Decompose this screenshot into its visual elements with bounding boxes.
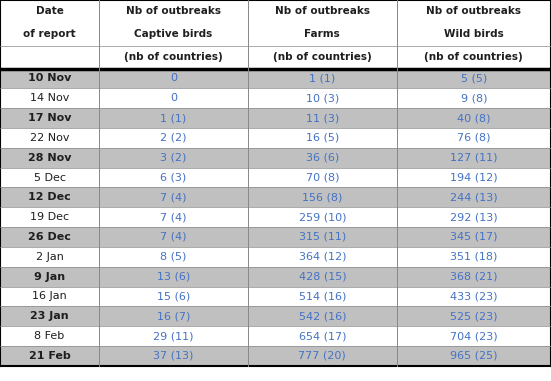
Text: 7 (4): 7 (4) [160, 192, 187, 202]
Text: 7 (4): 7 (4) [160, 232, 187, 242]
Text: 525 (23): 525 (23) [450, 311, 498, 321]
Text: 40 (8): 40 (8) [457, 113, 490, 123]
Text: 777 (20): 777 (20) [299, 351, 346, 361]
Text: 76 (8): 76 (8) [457, 133, 490, 143]
Bar [0, 287, 551, 306]
Text: 11 (3): 11 (3) [306, 113, 339, 123]
Text: 16 Jan: 16 Jan [32, 291, 67, 301]
Text: 428 (15): 428 (15) [299, 272, 346, 282]
Text: 37 (13): 37 (13) [153, 351, 194, 361]
Bar [0, 267, 551, 287]
Text: 433 (23): 433 (23) [450, 291, 498, 301]
Bar [0, 88, 551, 108]
Text: (nb of countries): (nb of countries) [424, 52, 523, 62]
Text: 654 (17): 654 (17) [299, 331, 346, 341]
Text: 704 (23): 704 (23) [450, 331, 498, 341]
Bar [0, 306, 551, 326]
Text: 21 Feb: 21 Feb [29, 351, 71, 361]
Text: 965 (25): 965 (25) [450, 351, 498, 361]
Text: 0: 0 [170, 93, 177, 103]
Text: 194 (12): 194 (12) [450, 173, 498, 182]
Text: 244 (13): 244 (13) [450, 192, 498, 202]
Text: Farms: Farms [305, 29, 340, 39]
Text: 16 (7): 16 (7) [157, 311, 190, 321]
Text: 16 (5): 16 (5) [306, 133, 339, 143]
Text: 368 (21): 368 (21) [450, 272, 498, 282]
Text: 542 (16): 542 (16) [299, 311, 346, 321]
Text: 3 (2): 3 (2) [160, 153, 187, 163]
Text: 12 Dec: 12 Dec [28, 192, 71, 202]
Text: 5 Dec: 5 Dec [34, 173, 66, 182]
Text: 17 Nov: 17 Nov [28, 113, 71, 123]
Text: 514 (16): 514 (16) [299, 291, 346, 301]
Bar [0, 168, 551, 187]
Text: 36 (6): 36 (6) [306, 153, 339, 163]
Text: 9 (8): 9 (8) [461, 93, 487, 103]
Text: 28 Nov: 28 Nov [28, 153, 71, 163]
Text: 23 Jan: 23 Jan [30, 311, 69, 321]
Text: 5 (5): 5 (5) [461, 74, 487, 83]
Bar [0, 207, 551, 227]
Text: 1 (1): 1 (1) [160, 113, 187, 123]
Text: Nb of outbreaks: Nb of outbreaks [126, 6, 221, 16]
Text: Nb of outbreaks: Nb of outbreaks [426, 6, 521, 16]
Text: 259 (10): 259 (10) [299, 212, 346, 222]
Text: Nb of outbreaks: Nb of outbreaks [275, 6, 370, 16]
Text: 345 (17): 345 (17) [450, 232, 498, 242]
Text: 127 (11): 127 (11) [450, 153, 498, 163]
Bar [0, 108, 551, 128]
Text: 156 (8): 156 (8) [302, 192, 343, 202]
Text: 10 (3): 10 (3) [306, 93, 339, 103]
Text: 8 Feb: 8 Feb [35, 331, 64, 341]
Text: 315 (11): 315 (11) [299, 232, 346, 242]
Text: 14 Nov: 14 Nov [30, 93, 69, 103]
Bar [0, 247, 551, 267]
Text: 6 (3): 6 (3) [160, 173, 187, 182]
Bar [0, 0, 551, 69]
Text: 19 Dec: 19 Dec [30, 212, 69, 222]
Text: 2 (2): 2 (2) [160, 133, 187, 143]
Bar [0, 346, 551, 366]
Text: 351 (18): 351 (18) [450, 252, 498, 262]
Text: 15 (6): 15 (6) [157, 291, 190, 301]
Text: Captive birds: Captive birds [134, 29, 213, 39]
Text: 9 Jan: 9 Jan [34, 272, 65, 282]
Text: 364 (12): 364 (12) [299, 252, 346, 262]
Bar [0, 128, 551, 148]
Bar [0, 227, 551, 247]
Text: Date: Date [36, 6, 63, 16]
Text: 8 (5): 8 (5) [160, 252, 187, 262]
Text: 292 (13): 292 (13) [450, 212, 498, 222]
Text: 70 (8): 70 (8) [306, 173, 339, 182]
Bar [0, 69, 551, 88]
Text: 7 (4): 7 (4) [160, 212, 187, 222]
Text: 26 Dec: 26 Dec [28, 232, 71, 242]
Text: 29 (11): 29 (11) [153, 331, 194, 341]
Text: 10 Nov: 10 Nov [28, 74, 71, 83]
Bar [0, 326, 551, 346]
Text: (nb of countries): (nb of countries) [124, 52, 223, 62]
Text: of report: of report [23, 29, 76, 39]
Text: 13 (6): 13 (6) [157, 272, 190, 282]
Text: (nb of countries): (nb of countries) [273, 52, 372, 62]
Text: 1 (1): 1 (1) [309, 74, 336, 83]
Bar [0, 148, 551, 168]
Bar [0, 187, 551, 207]
Text: Wild birds: Wild birds [444, 29, 504, 39]
Text: 22 Nov: 22 Nov [30, 133, 69, 143]
Text: 0: 0 [170, 74, 177, 83]
Text: 2 Jan: 2 Jan [36, 252, 63, 262]
